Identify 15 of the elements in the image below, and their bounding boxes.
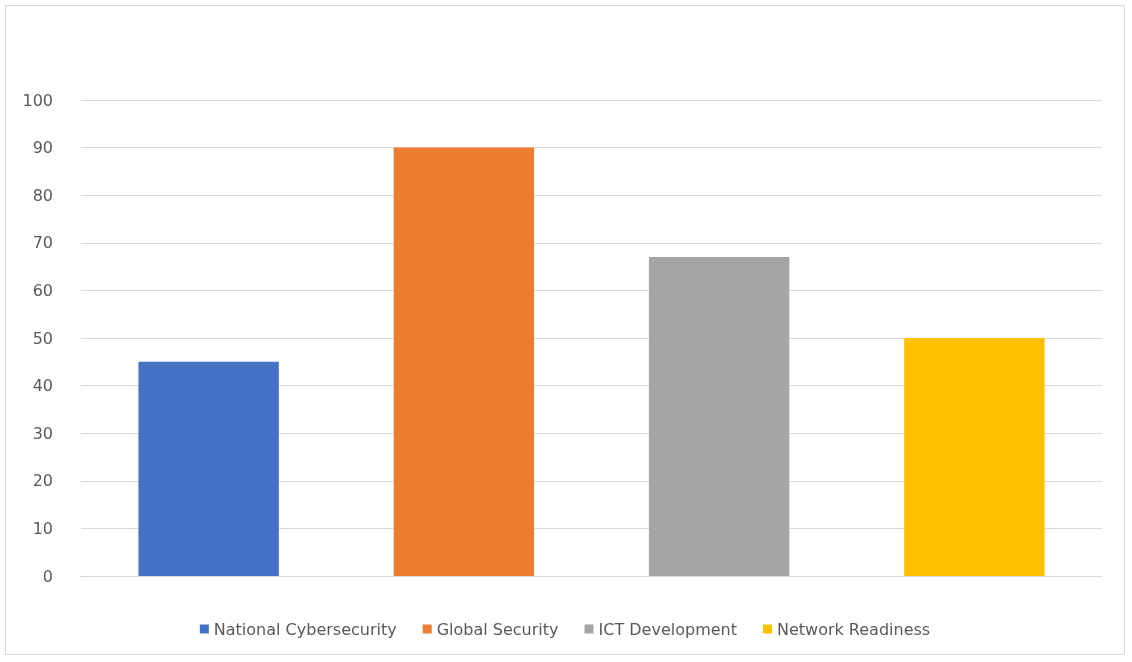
y-tick-label: 0	[42, 566, 53, 586]
y-tick-label: 40	[32, 376, 53, 396]
legend-label: Network Readiness	[776, 619, 931, 639]
legend-label: Global Security	[436, 619, 559, 639]
y-tick-label: 10	[32, 518, 53, 538]
y-tick-label: 50	[32, 328, 53, 348]
y-tick-label: 60	[32, 280, 53, 300]
y-tick-label: 90	[32, 138, 53, 158]
y-tick-label: 70	[32, 233, 53, 253]
legend-label: ICT Development	[598, 619, 737, 639]
y-tick-label: 100	[22, 90, 53, 110]
legend-label: National Cybersecurity	[213, 619, 397, 639]
y-tick-label: 30	[32, 423, 53, 443]
y-tick-label: 20	[32, 471, 53, 491]
y-tick-label: 80	[32, 185, 53, 205]
